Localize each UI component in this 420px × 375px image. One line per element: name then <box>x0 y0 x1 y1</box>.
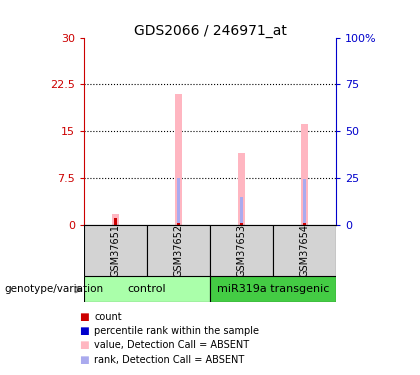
Text: miR319a transgenic: miR319a transgenic <box>217 284 329 294</box>
Text: ■: ■ <box>79 340 89 350</box>
Bar <box>273 225 336 276</box>
Bar <box>84 276 210 302</box>
Text: GSM37652: GSM37652 <box>173 224 184 277</box>
Bar <box>114 217 117 225</box>
Bar <box>112 214 119 225</box>
Text: GDS2066 / 246971_at: GDS2066 / 246971_at <box>134 24 286 38</box>
Text: percentile rank within the sample: percentile rank within the sample <box>94 326 260 336</box>
Text: GSM37651: GSM37651 <box>110 224 121 277</box>
Bar <box>240 223 243 225</box>
Text: GSM37654: GSM37654 <box>299 224 310 277</box>
Text: genotype/variation: genotype/variation <box>4 285 103 294</box>
Text: GSM37653: GSM37653 <box>236 224 247 277</box>
Bar <box>210 225 273 276</box>
Bar <box>84 225 147 276</box>
Text: ■: ■ <box>79 326 89 336</box>
Bar <box>147 225 210 276</box>
Bar <box>238 153 245 225</box>
Bar <box>303 179 307 225</box>
Bar <box>210 276 336 302</box>
Text: value, Detection Call = ABSENT: value, Detection Call = ABSENT <box>94 340 249 350</box>
Text: ■: ■ <box>79 312 89 322</box>
Bar <box>175 94 182 225</box>
Bar <box>303 223 306 225</box>
Text: control: control <box>128 284 166 294</box>
Bar <box>240 197 244 225</box>
Bar <box>301 124 308 225</box>
Text: count: count <box>94 312 122 322</box>
Text: rank, Detection Call = ABSENT: rank, Detection Call = ABSENT <box>94 355 245 364</box>
Bar <box>177 223 180 225</box>
Bar <box>177 178 181 225</box>
Text: ■: ■ <box>79 355 89 364</box>
Bar <box>113 219 118 225</box>
